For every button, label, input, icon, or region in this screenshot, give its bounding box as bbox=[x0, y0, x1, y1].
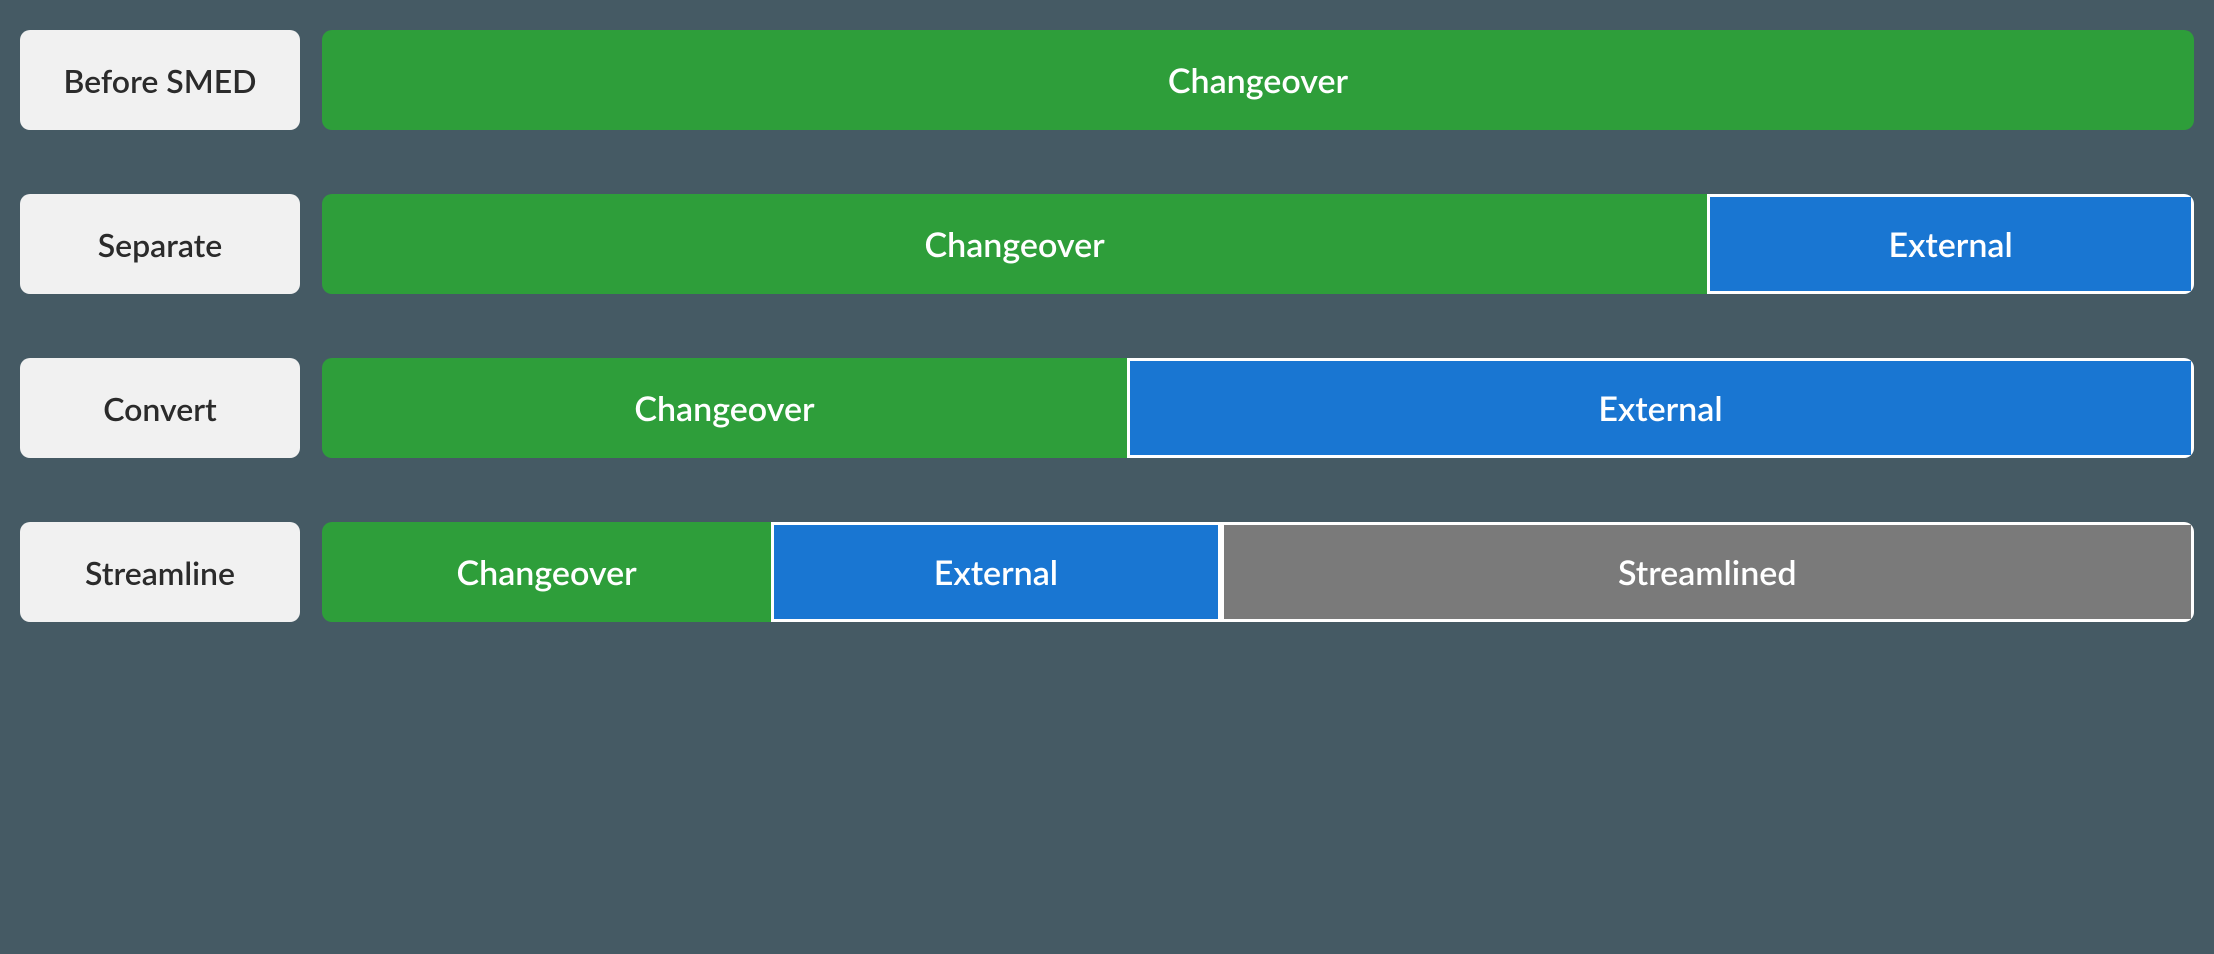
row-label: Streamline bbox=[20, 522, 300, 622]
row-label: Convert bbox=[20, 358, 300, 458]
row-streamline: Streamline Changeover External Streamlin… bbox=[20, 522, 2194, 622]
segment-external: External bbox=[1707, 194, 2194, 294]
segment-streamlined: Streamlined bbox=[1221, 522, 2194, 622]
bar-track: Changeover External bbox=[322, 194, 2194, 294]
segment-changeover: Changeover bbox=[322, 30, 2194, 130]
segment-changeover: Changeover bbox=[322, 194, 1707, 294]
segment-changeover: Changeover bbox=[322, 358, 1127, 458]
row-convert: Convert Changeover External bbox=[20, 358, 2194, 458]
bar-track: Changeover External bbox=[322, 358, 2194, 458]
bar-track: Changeover External Streamlined bbox=[322, 522, 2194, 622]
row-label: Separate bbox=[20, 194, 300, 294]
row-before-smed: Before SMED Changeover bbox=[20, 30, 2194, 130]
segment-changeover: Changeover bbox=[322, 522, 771, 622]
segment-external: External bbox=[1127, 358, 2194, 458]
row-label: Before SMED bbox=[20, 30, 300, 130]
segment-external: External bbox=[771, 522, 1220, 622]
row-separate: Separate Changeover External bbox=[20, 194, 2194, 294]
bar-track: Changeover bbox=[322, 30, 2194, 130]
smed-chart: Before SMED Changeover Separate Changeov… bbox=[20, 30, 2194, 622]
